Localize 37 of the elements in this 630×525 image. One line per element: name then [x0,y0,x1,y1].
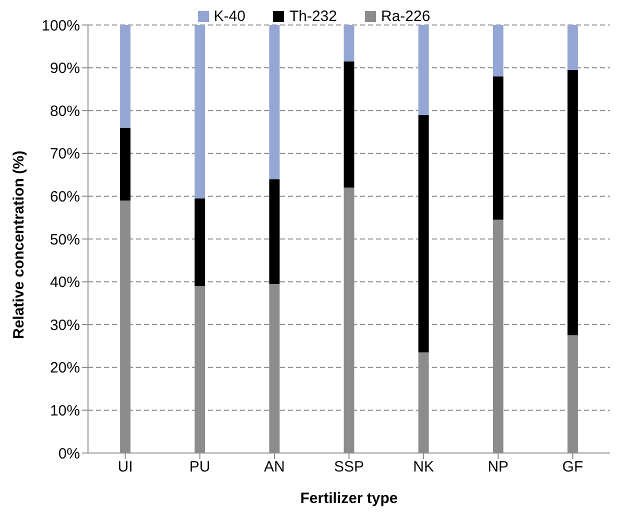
y-tick-label: 30% [50,316,80,334]
y-tick-label: 50% [50,231,80,248]
legend-label: Ra-226 [380,8,430,25]
x-tick-label: SSP [334,458,364,476]
x-tick-label: AN [264,458,285,476]
x-tick-label: PU [189,458,210,476]
x-tick-label: UI [118,458,133,476]
x-axis-title: Fertilizer type [300,490,398,507]
bar [492,25,504,76]
bar [418,25,429,115]
bar [269,179,280,284]
y-tick-label: 60% [50,188,80,206]
y-tick-label: 20% [50,360,80,377]
y-tick-label: 70% [50,146,80,163]
legend-label: K-40 [212,8,246,25]
bar [344,61,354,188]
legend-label: Th-232 [288,8,337,25]
bar [344,25,354,62]
x-tick-label: NK [413,458,434,476]
x-tick-label: GF [562,458,584,476]
y-tick-label: 10% [50,402,80,420]
bar [269,25,280,180]
y-tick-label: 80% [50,102,80,120]
y-tick-label: 40% [50,274,80,292]
y-tick-label: 0% [58,445,80,462]
bar [492,76,504,220]
bar [120,128,131,200]
y-tick-label: 100% [42,17,80,34]
x-tick-label: NP [488,458,509,476]
bar [567,70,578,336]
bar [194,25,206,198]
bar [120,25,131,128]
bar [194,198,206,286]
bar [567,25,578,70]
y-axis-title: Relative concentration (%) [10,150,28,339]
y-tick-label: 90% [50,60,80,78]
bar [418,114,429,352]
